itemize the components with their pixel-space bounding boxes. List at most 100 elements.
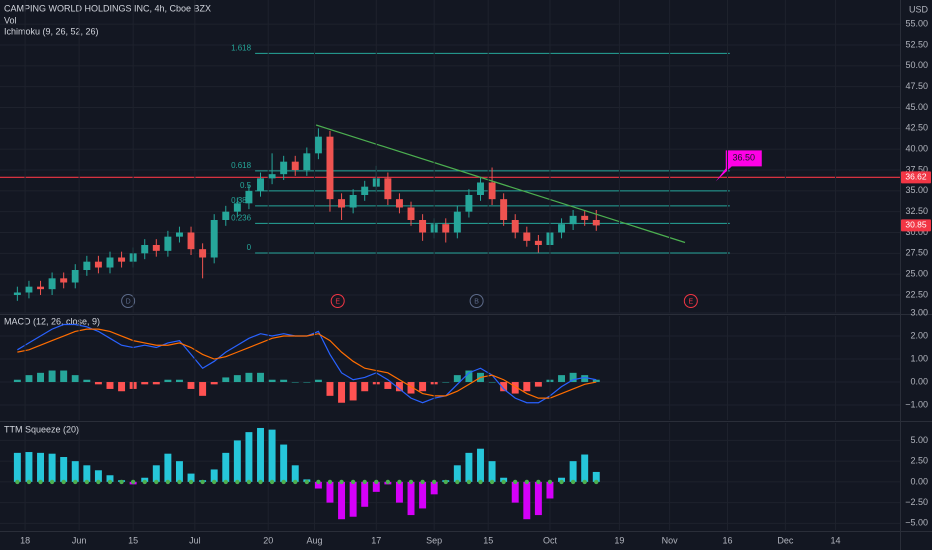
squeeze-bar [430,481,438,495]
y-tick-label: 50.00 [905,60,928,70]
candle-body [558,224,566,233]
squeeze-dot [431,479,437,485]
histogram-bar [511,382,519,394]
candle-body [442,224,450,233]
symbol-title: CAMPING WORLD HOLDINGS INC, 4h, Cboe BZX [4,3,211,13]
event-label: B [474,298,479,305]
squeeze-dot [408,479,414,485]
x-tick-label: 15 [483,535,493,545]
squeeze-bar [48,453,56,482]
histogram-bar [303,382,311,383]
trendline [315,124,686,244]
squeeze-bar [257,427,264,482]
candle-body [592,220,600,226]
y-tick-label: 32.50 [905,206,928,216]
squeeze-dot [350,479,356,485]
squeeze-dot [246,479,252,485]
candle-body [60,278,68,283]
squeeze-dot [281,479,286,485]
squeeze-dot [49,479,55,485]
candle-body [48,278,56,290]
squeeze-bar [233,440,241,482]
histogram-bar [488,382,496,383]
histogram-bar [419,382,427,392]
squeeze-bar [152,465,160,482]
candle-body [71,270,79,283]
x-tick-label: Jul [189,535,201,545]
histogram-bar [94,382,102,385]
histogram-bar [13,379,21,383]
price-label: 36.62 [905,172,927,182]
squeeze-bar [37,452,44,482]
squeeze-dot [15,479,20,485]
price-label: 30.85 [905,220,927,230]
histogram-bar [199,382,207,396]
squeeze-dot [374,479,379,485]
candle-body [152,245,160,251]
candle-body [511,220,519,233]
squeeze-bar [361,481,369,507]
squeeze-bar [326,481,334,503]
histogram-bar [349,382,357,401]
candle-body [25,286,33,293]
y-tick-label: 2.00 [910,330,928,340]
candle-body [534,240,542,245]
candle-body [395,199,403,208]
histogram-bar [534,382,542,387]
histogram-bar [314,379,322,383]
squeeze-dot [61,479,66,485]
squeeze-dot [362,479,367,485]
candle-body [164,236,172,251]
squeeze-dot [316,479,321,485]
histogram-bar [37,372,44,383]
squeeze-dot [304,479,310,485]
squeeze-bar [546,481,554,499]
candle-body [94,261,102,268]
histogram-bar [523,382,531,392]
pane-title: MACD (12, 26, close, 9) [4,316,100,326]
pane [0,312,900,406]
squeeze-bar [395,481,403,503]
squeeze-dot [165,479,171,485]
squeeze-dot [119,479,124,485]
squeeze-dot [142,479,147,485]
histogram-bar [453,375,461,383]
squeeze-bar [592,471,600,482]
squeeze-bar [94,470,102,482]
y-tick-label: 2.50 [910,456,928,466]
squeeze-dot [96,479,101,485]
candle-body [453,211,461,233]
histogram-bar [210,382,218,385]
pane-title: TTM Squeeze (20) [4,424,79,434]
histogram-bar [48,370,56,383]
y-tick-label: 5.00 [910,435,928,445]
histogram-bar [395,382,403,392]
macd-line [17,328,597,399]
y-tick-label: 3.00 [910,307,928,317]
squeeze-dot [582,479,587,485]
x-tick-label: 17 [371,535,381,545]
candle-body [233,203,241,212]
fib-label: 0.382 [231,196,252,205]
squeeze-bar [25,452,33,482]
squeeze-dot [594,479,599,485]
callout-text: 36.50 [733,153,756,163]
squeeze-dot [559,479,564,485]
event-label: E [335,298,340,305]
candle-body [419,220,427,233]
event-marker [469,294,484,308]
x-tick-label: 15 [128,535,138,545]
histogram-bar [175,379,183,383]
squeeze-bar [407,481,415,516]
histogram-bar [233,375,241,383]
candle-body [83,261,91,270]
y-tick-label: 55.00 [905,19,928,29]
squeeze-dot [223,479,228,485]
fib-label: 0 [247,243,252,252]
histogram-bar [83,379,91,383]
candle-body [210,220,218,258]
squeeze-bar [511,481,519,503]
histogram-bar [25,375,33,383]
y-tick-label: 0.00 [910,376,928,386]
